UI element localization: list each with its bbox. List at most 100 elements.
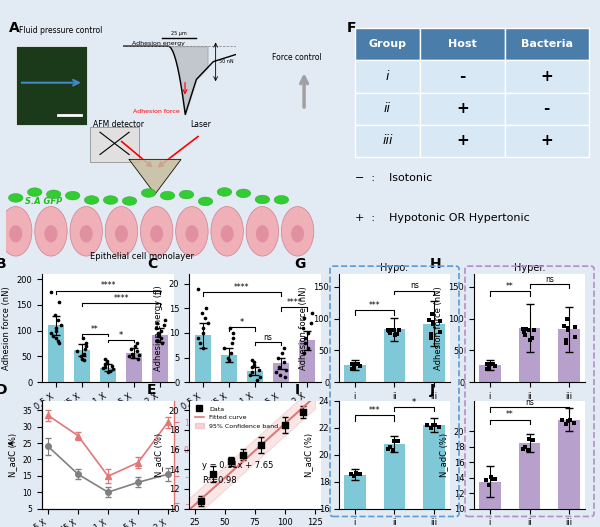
Point [281,366,290,374]
Y-axis label: Adhesion force (nN): Adhesion force (nN) [210,417,219,492]
Text: Laser: Laser [191,120,212,129]
Point [152,319,161,327]
Point [349,360,358,369]
Text: y = 0.11x + 7.65: y = 0.11x + 7.65 [202,461,274,470]
Point [245,370,255,379]
Point [490,474,500,483]
Text: +: + [456,133,469,149]
Point [160,316,169,325]
Point [53,316,63,325]
Point [524,446,533,454]
Text: **: ** [91,325,99,334]
Point [355,362,365,370]
Text: ns: ns [545,275,554,284]
Point [226,457,236,466]
Y-axis label: N_adC (%): N_adC (%) [154,433,163,476]
Bar [273,364,289,382]
Point [81,342,91,350]
Point [134,355,143,363]
Point [303,344,313,352]
Ellipse shape [255,195,270,204]
Text: **: ** [506,282,514,291]
Point [391,331,400,339]
Point [434,423,443,431]
Point [132,347,142,355]
Point [200,314,210,323]
Point [428,318,438,326]
Ellipse shape [70,207,103,256]
Ellipse shape [103,196,118,204]
Bar [420,125,505,157]
Ellipse shape [8,193,23,202]
Point [300,334,310,342]
Point [51,326,61,335]
Point [352,360,361,368]
Point [353,359,363,368]
Point [219,344,229,352]
Point [482,360,492,368]
Point [52,324,61,333]
Point [279,358,289,367]
Point [561,420,571,428]
Text: **: ** [506,411,514,419]
Point [428,320,438,328]
Point [487,360,496,368]
Text: G: G [295,257,306,270]
Point [389,326,398,335]
Point [278,348,287,357]
Point [53,337,62,345]
Text: Bacteria: Bacteria [521,40,573,50]
Point [102,358,112,367]
Point [156,326,166,335]
Text: H: H [430,257,441,270]
Text: A: A [9,21,20,35]
Point [307,309,316,318]
Point [194,285,203,293]
Point [127,345,136,353]
Bar [74,350,90,382]
Point [436,328,445,336]
Point [486,473,496,482]
Ellipse shape [44,225,58,242]
Text: ****: **** [234,283,250,292]
FancyBboxPatch shape [16,45,87,125]
Point [255,373,265,382]
Point [562,315,572,324]
Point [298,408,308,416]
Ellipse shape [150,225,163,242]
Ellipse shape [198,197,213,206]
Point [56,321,65,330]
Point [383,445,393,453]
Point [563,324,573,332]
Point [529,325,539,334]
Point [101,355,110,363]
Text: ***: *** [369,406,380,415]
Point [248,356,257,364]
Point [484,481,493,490]
Point [199,324,208,333]
Text: iii: iii [382,134,392,148]
Point [488,360,497,368]
Text: ns: ns [410,281,419,290]
Bar [505,61,589,93]
Text: C: C [147,257,157,270]
Point [274,353,283,362]
Point [430,421,440,430]
Y-axis label: Adhesion force (nN): Adhesion force (nN) [434,286,443,370]
Text: ****: **** [113,294,129,303]
Ellipse shape [46,190,61,199]
Point [203,319,212,327]
Bar [518,328,541,382]
Point [275,370,285,379]
Point [105,367,115,375]
Point [518,325,527,333]
Text: -: - [544,101,550,116]
Point [528,436,538,444]
Point [159,321,169,330]
Point [125,352,134,360]
Text: ****: **** [286,298,302,307]
Bar [355,93,420,125]
Point [76,352,85,360]
Ellipse shape [179,190,194,199]
Point [393,437,403,446]
